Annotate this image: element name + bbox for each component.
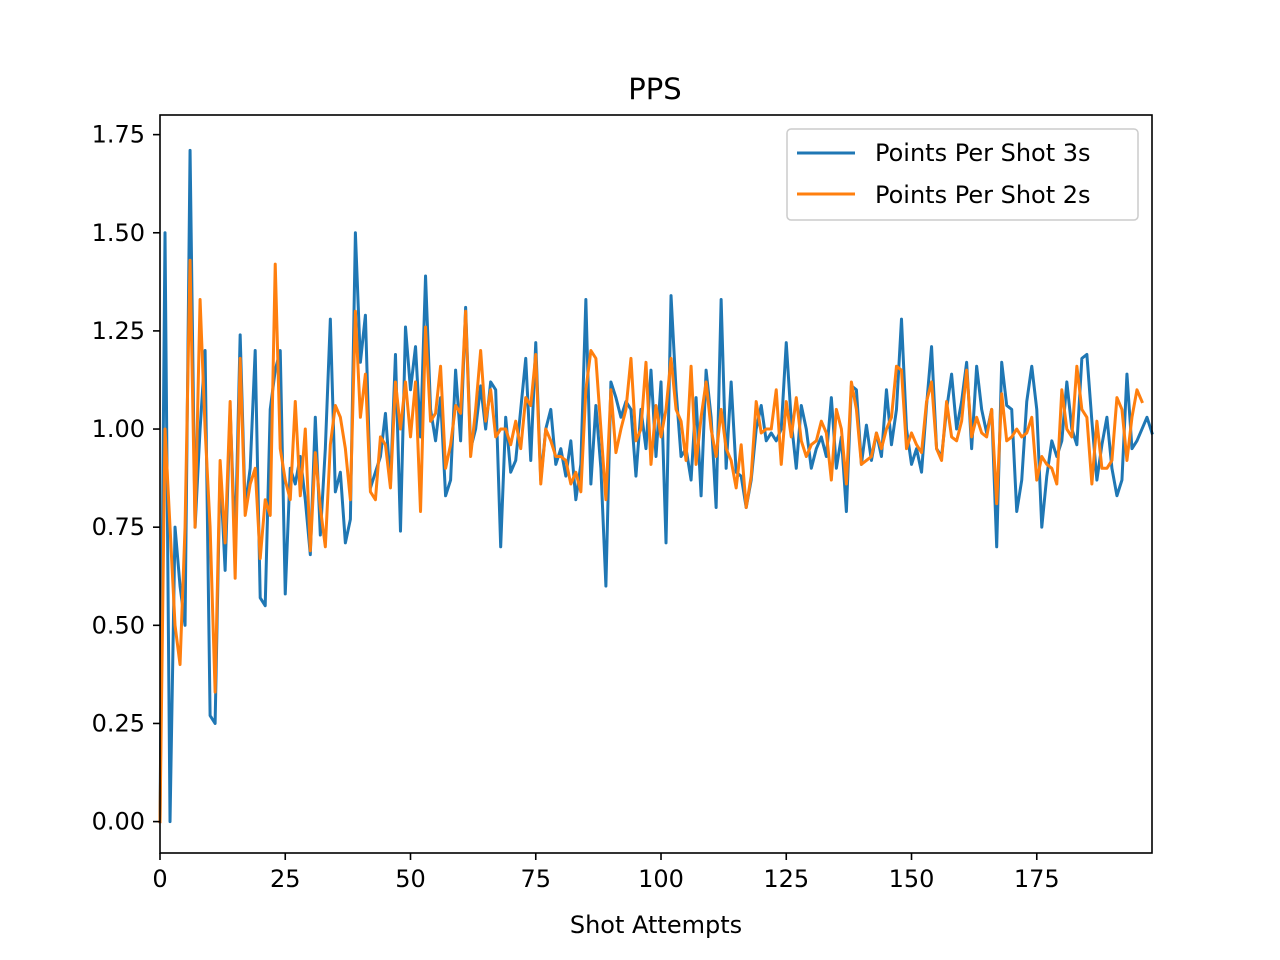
y-tick-label: 0.25 (92, 709, 145, 737)
y-tick-label: 1.00 (92, 415, 145, 443)
legend-label-2s: Points Per Shot 2s (875, 181, 1091, 209)
x-tick-label: 50 (395, 865, 426, 893)
x-axis-ticks: 0 25 50 75 100 125 150 175 (152, 853, 1060, 893)
x-axis-label: Shot Attempts (570, 911, 742, 939)
plot-lines (158, 148, 1154, 824)
y-tick-label: 0.00 (92, 808, 145, 836)
x-tick-label: 25 (270, 865, 301, 893)
legend-label-3s: Points Per Shot 3s (875, 139, 1091, 167)
series-line-2s (158, 258, 1144, 824)
x-tick-label: 100 (638, 865, 684, 893)
legend: Points Per Shot 3s Points Per Shot 2s (786, 128, 1139, 221)
y-tick-label: 1.25 (92, 317, 145, 345)
x-tick-label: 125 (763, 865, 809, 893)
chart-title: PPS (628, 72, 681, 106)
y-axis-ticks: 0.00 0.25 0.50 0.75 1.00 1.25 1.50 1.75 (92, 121, 160, 836)
y-tick-label: 0.50 (92, 611, 145, 639)
x-tick-label: 175 (1014, 865, 1060, 893)
y-tick-label: 1.75 (92, 121, 145, 149)
plot-frame (159, 114, 1153, 854)
legend-box (786, 128, 1139, 221)
y-tick-label: 1.50 (92, 219, 145, 247)
x-tick-label: 0 (152, 865, 167, 893)
x-tick-label: 75 (520, 865, 551, 893)
x-tick-label: 150 (889, 865, 935, 893)
y-tick-label: 0.75 (92, 513, 145, 541)
